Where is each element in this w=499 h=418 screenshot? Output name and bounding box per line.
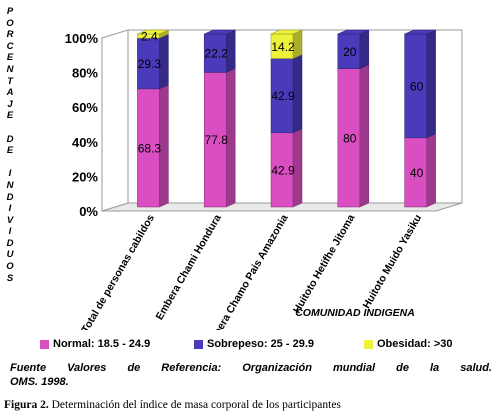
data-label: 60 xyxy=(410,79,424,93)
bar-segment xyxy=(404,29,436,139)
data-label: 42.9 xyxy=(271,163,295,177)
left-wall xyxy=(101,29,129,212)
y-axis-title-letter: O xyxy=(6,261,14,273)
bar-segment xyxy=(270,54,303,134)
bar-segment xyxy=(137,33,169,90)
y-tick-label: 20% xyxy=(72,169,98,184)
data-label: 80 xyxy=(343,131,357,145)
bars: 68.3 29.3 2.4 77.8 22.2 42.9 42.9 14.2 80 20 40 60 xyxy=(137,29,436,208)
data-label: 22.2 xyxy=(205,47,229,61)
bar-top-cap xyxy=(270,29,303,35)
bar-segment-side xyxy=(426,133,436,208)
data-label: 20 xyxy=(343,45,357,59)
x-category-label: Huitoto Muido Yasiku xyxy=(361,212,425,310)
bar-segment xyxy=(270,29,303,59)
source-line-2: OMS. 1998. xyxy=(10,376,69,388)
bar-top-cap xyxy=(337,29,369,35)
y-axis-title-letter xyxy=(3,122,17,134)
y-axis-title-letter: N xyxy=(6,63,14,75)
y-tick-label: 40% xyxy=(72,135,98,150)
y-axis-title-letter: E xyxy=(6,52,14,64)
y-tick-label: 100% xyxy=(65,31,99,46)
bar-segment-side xyxy=(359,29,370,69)
y-axis-title-letter: J xyxy=(7,98,13,110)
legend-label-sobrepeso: Sobrepeso: 25 - 29.9 xyxy=(207,338,314,350)
bar-segment xyxy=(404,133,436,208)
x-category-label: Embera Chami Hondura xyxy=(154,212,224,322)
data-label: 68.3 xyxy=(138,141,162,155)
figure-caption: Figura 2. Determinación del índice de ma… xyxy=(4,399,498,411)
y-axis-title-letter: U xyxy=(6,249,14,261)
y-tick-label: 80% xyxy=(72,66,98,81)
bar-top-cap xyxy=(404,29,436,35)
bar-segment xyxy=(203,68,236,208)
figure-caption-label: Figura 2. xyxy=(4,399,49,411)
bar-segment xyxy=(203,29,236,73)
bar-segment-side xyxy=(359,64,370,208)
y-axis-title-letter: N xyxy=(6,179,14,191)
legend: Normal: 18.5 - 24.9 Sobrepeso: 25 - 29.9… xyxy=(40,338,499,356)
x-axis-title: COMUNIDAD INDIGENA xyxy=(295,307,415,319)
x-category-label: Huitoto Hetifhe Jitoma xyxy=(291,212,357,315)
data-label: 77.8 xyxy=(205,133,229,147)
bmi-stacked-bar-chart: 0% 20% 40% 60% 80% 100% 68.3 29.3 2.4 77.8 22.2 42… xyxy=(65,29,463,330)
y-axis-title-letter: C xyxy=(6,40,14,52)
data-label: 40 xyxy=(410,166,424,180)
y-axis-title-letter: I xyxy=(8,168,12,180)
y-axis-title-letter: T xyxy=(7,75,13,87)
legend-item-normal: Normal: 18.5 - 24.9 xyxy=(40,338,150,350)
y-axis-title-letter xyxy=(3,157,17,169)
y-axis-title-letter: A xyxy=(6,87,14,99)
x-category-label: Total de personas cabildos xyxy=(79,212,157,330)
y-axis-title-letter: I xyxy=(8,203,12,215)
bar-segment xyxy=(137,84,169,208)
source-line-1: Fuente Valores de Referencia: Organizaci… xyxy=(10,362,492,374)
legend-label-normal: Normal: 18.5 - 24.9 xyxy=(53,338,151,350)
y-tick-label: 0% xyxy=(79,204,98,219)
y-axis-title-letter: S xyxy=(6,272,14,284)
y-axis-title-letter: D xyxy=(6,133,14,145)
legend-swatch-obesidad xyxy=(364,339,373,349)
bar-segment xyxy=(270,128,303,208)
bar-top-cap xyxy=(204,29,236,35)
y-axis-title-letter: I xyxy=(8,226,12,238)
y-axis-title-letter: E xyxy=(6,145,14,157)
y-axis-title-letter: D xyxy=(6,191,14,203)
bar-top-cap xyxy=(137,29,169,35)
legend-swatch-normal xyxy=(40,339,49,349)
y-axis-title-letter: E xyxy=(6,110,14,122)
legend-swatch-sobrepeso xyxy=(194,339,203,349)
y-tick-label: 60% xyxy=(72,100,98,115)
legend-item-sobrepeso: Sobrepeso: 25 - 29.9 xyxy=(194,338,314,350)
data-label: 29.3 xyxy=(138,57,162,71)
data-label: 14.2 xyxy=(271,40,295,54)
legend-item-obesidad: Obesidad: >30 xyxy=(364,338,453,350)
figure-caption-text: Determinación del índice de masa corpora… xyxy=(48,399,341,411)
y-axis-title-letter: D xyxy=(6,237,14,249)
bar-segment xyxy=(337,64,370,208)
source-note: Fuente Valores de Referencia: Organizaci… xyxy=(10,361,492,389)
bar-segment-side xyxy=(426,29,436,139)
y-axis-title-letter: V xyxy=(6,214,14,226)
y-axis-ticks: 0% 20% 40% 60% 80% 100% xyxy=(65,31,99,219)
data-label: 42.9 xyxy=(271,89,295,103)
bar-segment xyxy=(337,29,370,69)
legend-label-obesidad: Obesidad: >30 xyxy=(377,338,453,350)
y-axis-title-letter: R xyxy=(6,29,14,41)
data-label: 2.4 xyxy=(141,30,158,44)
y-axis-title-letter: O xyxy=(6,17,14,29)
y-axis-title-letter: P xyxy=(6,6,14,17)
